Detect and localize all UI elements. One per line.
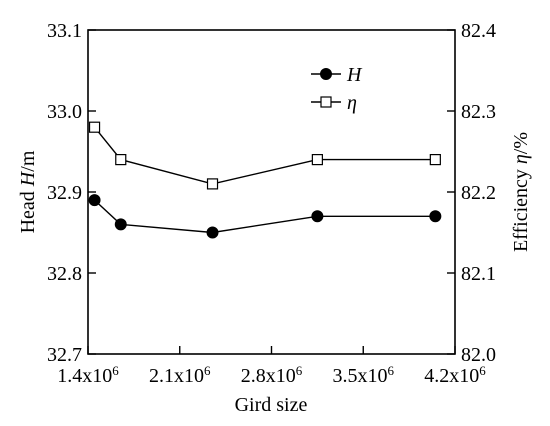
legend-item-h: H [311, 64, 363, 86]
y-axis-left-title: Head H/m [17, 150, 39, 233]
y-left-tick-label: 32.9 [47, 182, 82, 204]
data-point-h [206, 226, 219, 239]
y-axis-right-title: Efficiency η/% [510, 132, 532, 252]
y-right-tick-label: 82.1 [461, 263, 496, 285]
data-point-h [88, 194, 101, 207]
y-left-tick-label: 33.0 [47, 101, 82, 123]
x-tick-label: 2.8x106 [241, 363, 303, 388]
y-left-tick-label: 32.7 [47, 344, 82, 366]
data-point-eta [115, 154, 127, 166]
data-point-eta [206, 178, 219, 190]
x-tick-label: 3.5x106 [333, 363, 395, 388]
data-point-eta [429, 154, 441, 166]
x-axis-title: Gird size [235, 394, 308, 416]
y-left-tick-label: 33.1 [47, 20, 82, 42]
legend-item-eta: η [311, 92, 357, 114]
y-right-tick-label: 82.3 [461, 101, 496, 123]
legend-marker-h [320, 68, 332, 80]
series-line-h [94, 199, 436, 234]
legend: H η [311, 64, 363, 114]
data-point-h [114, 218, 127, 231]
y-left-tick-label: 32.8 [47, 263, 82, 285]
data-point-h [311, 210, 324, 223]
y-right-tick-label: 82.4 [461, 20, 496, 42]
series-line-eta [94, 126, 436, 185]
data-point-h [429, 210, 442, 223]
x-tick-label: 1.4x106 [57, 363, 119, 388]
x-tick-label: 4.2x106 [424, 363, 486, 388]
data-point-eta [88, 121, 101, 133]
plot-frame [87, 29, 456, 355]
y-right-tick-label: 82.2 [461, 182, 496, 204]
legend-label-h: H [346, 64, 363, 86]
legend-marker-eta [320, 96, 332, 108]
y-right-tick-label: 82.0 [461, 344, 496, 366]
x-tick-label: 2.1x106 [149, 363, 211, 388]
data-point-eta [311, 154, 323, 166]
legend-label-eta: η [347, 92, 357, 114]
